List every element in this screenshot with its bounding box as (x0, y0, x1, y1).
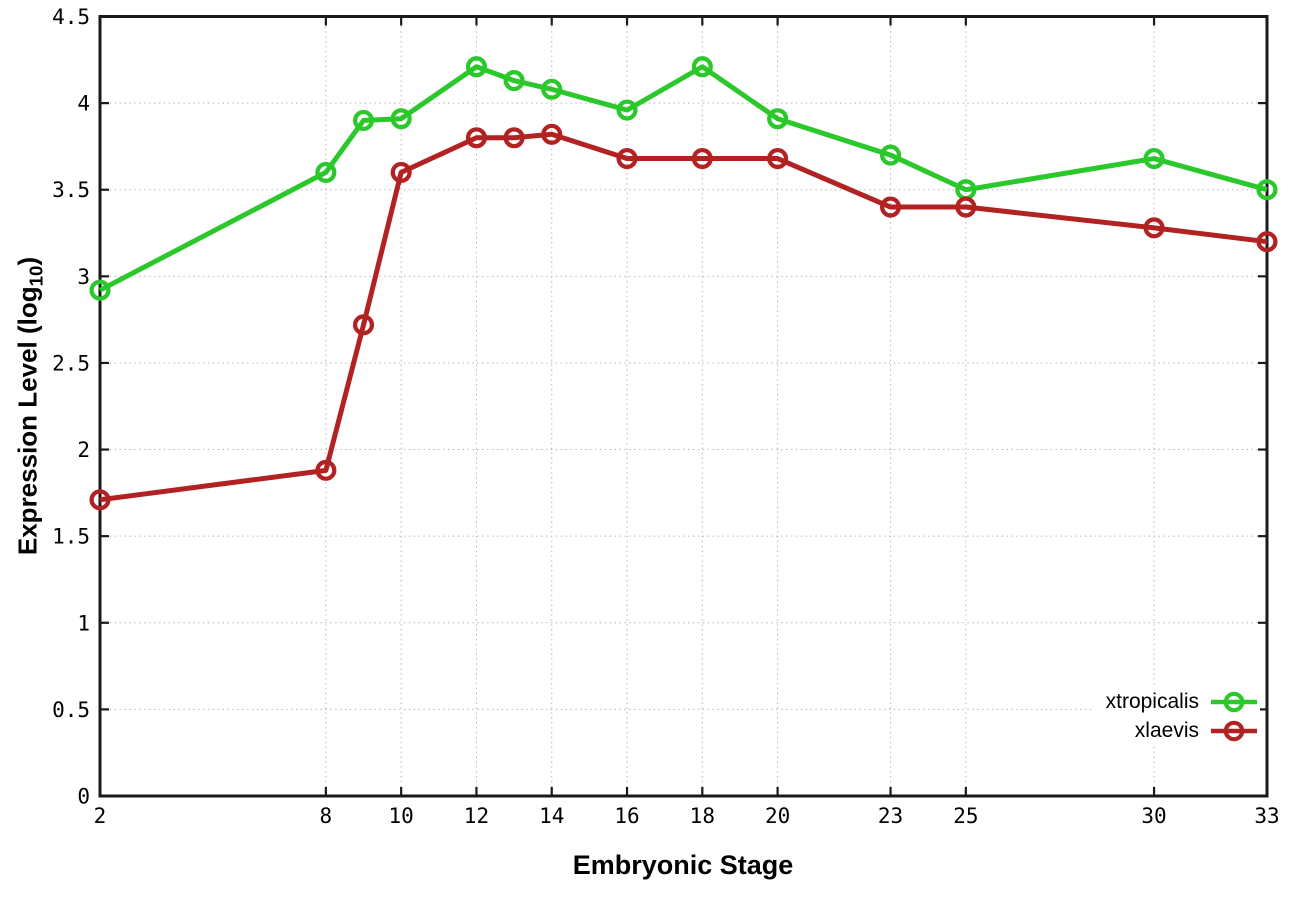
data-point-xlaevis (465, 127, 488, 149)
x-axis-title: Embryonic Stage (572, 850, 794, 880)
y-axis-title-subscript: 10 (25, 265, 47, 287)
x-tick-label: 33 (1254, 804, 1279, 828)
y-tick-label: 4 (77, 92, 90, 116)
data-point-xtropicalis (541, 78, 563, 100)
data-point-xlaevis (541, 123, 563, 145)
y-axis-title-text: Expression Level (log (12, 286, 43, 556)
legend-label-xtropicalis: xtropicalis (1105, 689, 1199, 713)
legend-label-xlaevis: xlaevis (1134, 718, 1199, 742)
y-tick-label: 1 (77, 611, 90, 635)
data-point-xlaevis (352, 314, 375, 336)
x-tick-label: 20 (765, 804, 790, 828)
x-tick-label: 12 (464, 804, 489, 828)
y-tick-label: 0 (77, 785, 90, 809)
xtropicalis-line-marker-icon (1211, 691, 1257, 712)
x-tick-label: 16 (614, 804, 639, 828)
data-point-xtropicalis (315, 161, 337, 183)
plot-border (98, 15, 1269, 798)
data-point-xlaevis (390, 161, 412, 183)
data-point-xlaevis (89, 489, 111, 511)
x-tick-label: 2 (94, 804, 107, 828)
x-tick-label: 14 (539, 804, 564, 828)
data-point-xlaevis (955, 196, 977, 218)
data-point-xlaevis (616, 147, 638, 170)
legend: xtropicalis xlaevis (1091, 687, 1260, 745)
data-point-xtropicalis (465, 56, 488, 78)
y-tick-label: 0.5 (52, 698, 90, 722)
data-point-xtropicalis (352, 109, 375, 131)
legend-item-xtropicalis: xtropicalis (1106, 687, 1260, 716)
data-point-xtropicalis (616, 99, 638, 121)
data-point-xlaevis (1143, 217, 1165, 239)
x-tick-label: 10 (389, 804, 414, 828)
x-tick-label: 18 (690, 804, 715, 828)
data-point-xtropicalis (503, 70, 525, 92)
x-tick-label: 25 (953, 804, 978, 828)
y-tick-label: 3.5 (52, 178, 90, 202)
xlaevis-line-marker-icon (1211, 720, 1257, 741)
y-tick-label: 4.5 (52, 5, 90, 29)
legend-item-xlaevis: xlaevis (1106, 716, 1260, 745)
data-point-xtropicalis (767, 108, 789, 130)
data-point-xtropicalis (1143, 147, 1165, 170)
x-tick-label: 23 (878, 804, 903, 828)
data-point-xlaevis (767, 147, 789, 170)
y-axis-title-close: ) (12, 256, 43, 266)
y-tick-label: 2.5 (52, 351, 90, 375)
data-point-xtropicalis (879, 144, 902, 166)
data-point-xtropicalis (89, 279, 111, 301)
y-axis-title: Expression Level (log10) (12, 257, 47, 555)
data-point-xlaevis (1256, 231, 1278, 253)
x-tick-label: 30 (1141, 804, 1166, 828)
data-point-xtropicalis (390, 108, 412, 130)
data-point-xlaevis (315, 459, 337, 481)
y-tick-label: 2 (77, 438, 90, 462)
series-line-xlaevis (99, 131, 1268, 503)
x-tick-label: 8 (320, 804, 333, 828)
data-point-xlaevis (503, 127, 525, 149)
data-point-xtropicalis (1256, 179, 1278, 201)
data-point-xlaevis (879, 196, 902, 218)
series-line-xtropicalis (98, 64, 1268, 293)
y-tick-label: 3 (77, 265, 90, 289)
data-point-xtropicalis (691, 56, 713, 78)
y-tick-label: 1.5 (52, 525, 90, 549)
data-point-xlaevis (691, 147, 713, 170)
